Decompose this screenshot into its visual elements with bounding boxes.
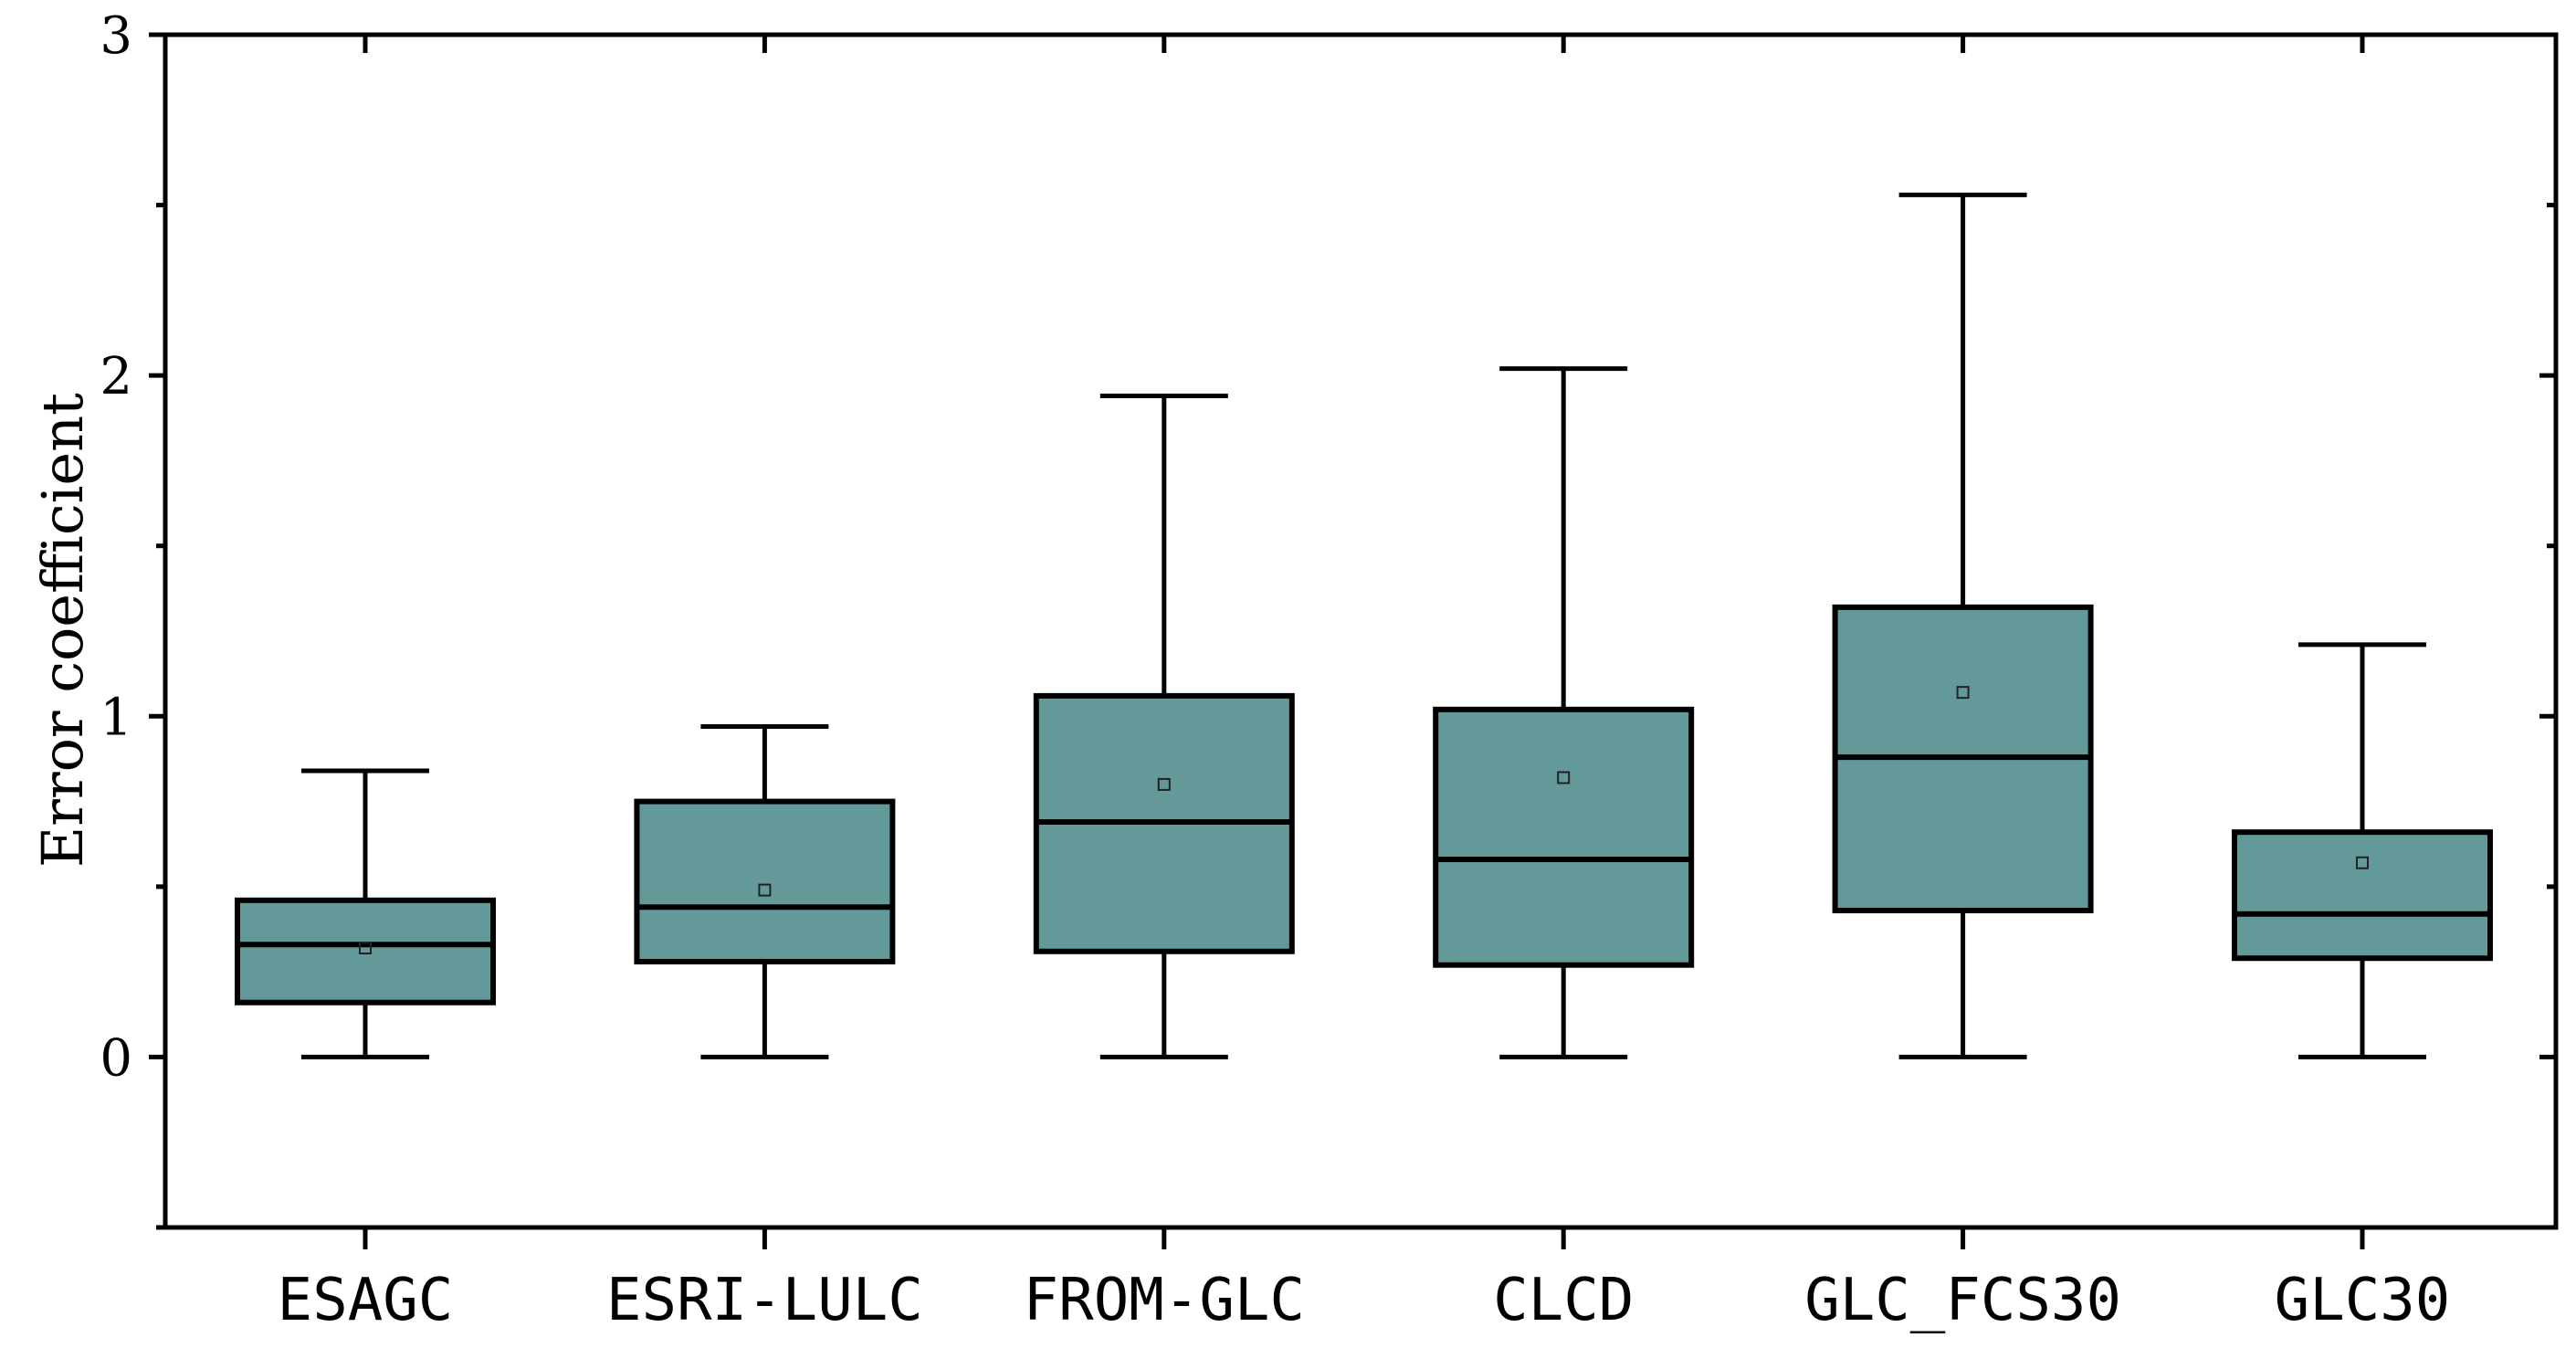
mean-marker: [1557, 771, 1571, 785]
box-group-clcd: [1433, 366, 1695, 1059]
box-group-glc30: [2232, 642, 2493, 1059]
box-group-glc-fcs30: [1832, 192, 2094, 1059]
box-group-from-glc: [1033, 394, 1295, 1059]
box-iqr: [235, 897, 496, 1006]
y-tick-label: 3: [100, 6, 132, 66]
y-axis-title: Error coefficient: [29, 393, 96, 868]
boxes-layer: [235, 192, 2493, 1059]
box-group-esri-lulc: [634, 723, 896, 1059]
mean-marker: [1956, 686, 1970, 700]
mean-marker: [758, 883, 772, 897]
x-category-label: GLC_FCS30: [1804, 1267, 2121, 1334]
y-tick-label: 1: [100, 688, 132, 747]
x-category-label: ESAGC: [278, 1267, 454, 1334]
y-tick-label: 2: [100, 347, 132, 406]
y-tick-label: 0: [100, 1028, 132, 1088]
mean-marker: [359, 942, 372, 955]
x-category-label: FROM-GLC: [1024, 1267, 1305, 1334]
plot-frame: [163, 32, 2559, 1230]
x-category-label: GLC30: [2275, 1267, 2451, 1334]
mean-marker: [2356, 856, 2369, 869]
x-category-label: ESRI-LULC: [606, 1267, 923, 1334]
mean-marker: [1157, 777, 1171, 791]
box-group-esagc: [235, 768, 496, 1059]
box-iqr: [1433, 706, 1695, 968]
box-iqr: [2232, 829, 2493, 962]
box-iqr: [634, 798, 896, 964]
axes-layer: 0 1 2 3 ESAGC ESRI-LULC FROM-GLC CLCD GLC_FCS30 G…: [100, 6, 2559, 1334]
x-category-label: CLCD: [1493, 1267, 1634, 1334]
